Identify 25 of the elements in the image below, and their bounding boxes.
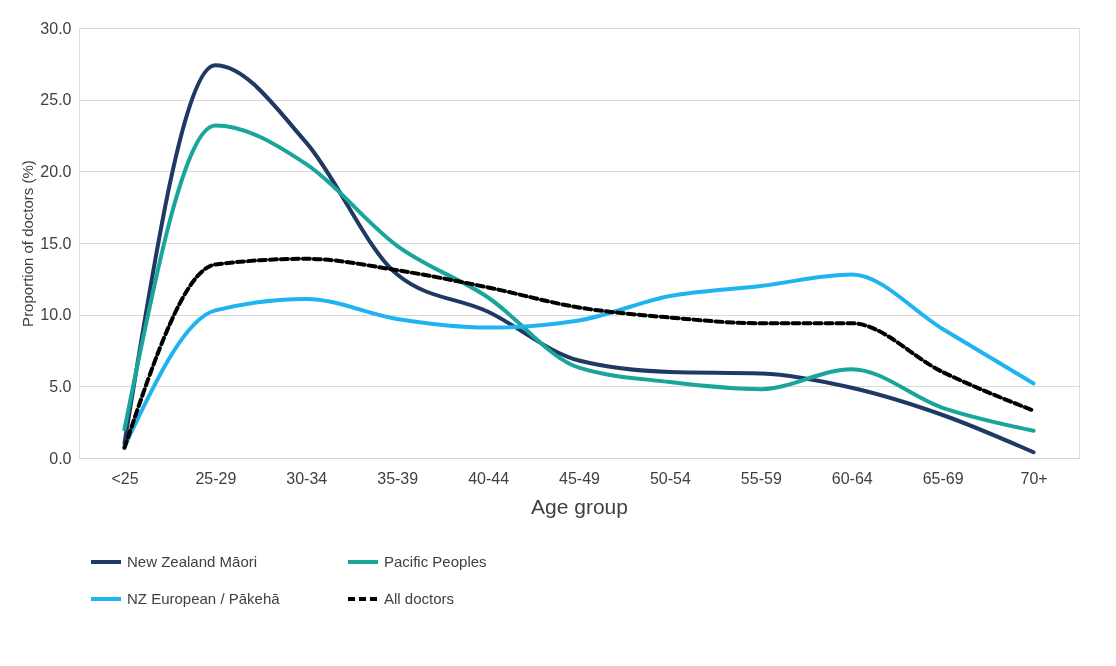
legend-label: All doctors	[384, 590, 455, 607]
x-tick-label: <25	[111, 469, 139, 487]
legend-label: NZ European / Pākehā	[127, 590, 281, 607]
y-tick-label: 15.0	[40, 234, 72, 252]
x-axis-title: Age group	[531, 494, 628, 518]
legend-label: New Zealand Māori	[127, 553, 258, 570]
x-tick-label: 35-39	[377, 469, 419, 487]
x-tick-label: 30-34	[286, 469, 328, 487]
y-tick-label: 10.0	[40, 306, 72, 324]
y-axis-title: Proportion of doctors (%)	[19, 160, 37, 327]
x-tick-label: 70+	[1020, 469, 1048, 487]
y-tick-label: 25.0	[40, 91, 72, 109]
x-tick-label: 65-69	[922, 469, 964, 487]
legend-label: Pacific Peoples	[384, 553, 487, 570]
y-tick-label: 5.0	[49, 377, 72, 395]
x-tick-label: 25-29	[195, 469, 237, 487]
x-tick-label: 50-54	[649, 469, 691, 487]
x-tick-label: 40-44	[468, 469, 510, 487]
x-tick-label: 55-59	[740, 469, 782, 487]
y-tick-label: 20.0	[40, 162, 72, 180]
line-series	[122, 123, 1036, 433]
y-tick-label: 0.0	[49, 449, 72, 467]
y-tick-label: 30.0	[40, 19, 72, 37]
x-tick-label: 60-64	[831, 469, 873, 487]
x-tick-label: 45-49	[559, 469, 601, 487]
